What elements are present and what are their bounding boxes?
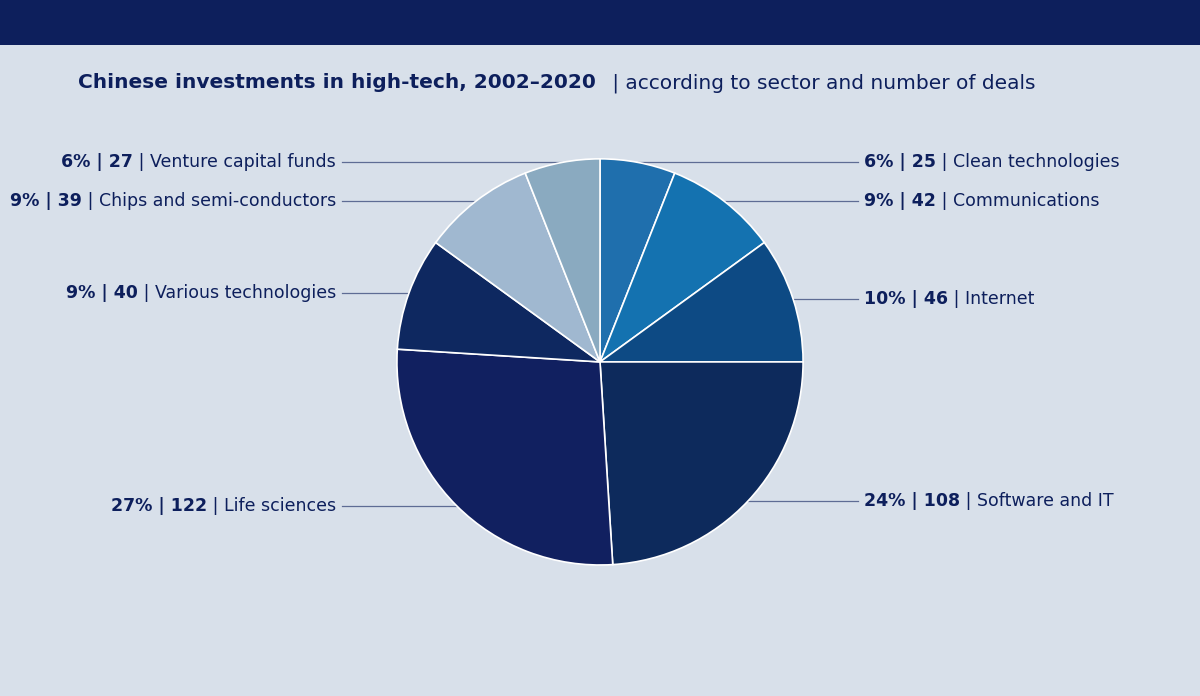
Text: | according to sector and number of deals: | according to sector and number of deal… [606, 73, 1036, 93]
Text: 9% | 42: 9% | 42 [864, 192, 936, 210]
Text: | Clean technologies: | Clean technologies [936, 153, 1120, 171]
Wedge shape [397, 349, 613, 565]
Wedge shape [600, 362, 803, 564]
Text: Chinese investments in high-tech, 2002–2020: Chinese investments in high-tech, 2002–2… [78, 73, 596, 92]
Text: | Chips and semi-conductors: | Chips and semi-conductors [82, 192, 336, 210]
Text: 24% | 108: 24% | 108 [864, 492, 960, 510]
Text: 6% | 25: 6% | 25 [864, 153, 936, 171]
Text: 27% | 122: 27% | 122 [110, 497, 206, 515]
Wedge shape [397, 242, 600, 362]
Text: | Venture capital funds: | Venture capital funds [133, 153, 336, 171]
Wedge shape [600, 159, 674, 362]
Text: | Life sciences: | Life sciences [206, 497, 336, 515]
Wedge shape [436, 173, 600, 362]
Text: | Software and IT: | Software and IT [960, 492, 1114, 510]
Wedge shape [600, 242, 803, 362]
Text: 9% | 40: 9% | 40 [66, 284, 138, 302]
Text: | Internet: | Internet [948, 290, 1034, 308]
Text: 6% | 27: 6% | 27 [61, 153, 133, 171]
Wedge shape [526, 159, 600, 362]
Text: | Various technologies: | Various technologies [138, 284, 336, 302]
Wedge shape [600, 173, 764, 362]
Text: 9% | 39: 9% | 39 [10, 192, 82, 210]
Text: | Communications: | Communications [936, 192, 1099, 210]
Text: 10% | 46: 10% | 46 [864, 290, 948, 308]
